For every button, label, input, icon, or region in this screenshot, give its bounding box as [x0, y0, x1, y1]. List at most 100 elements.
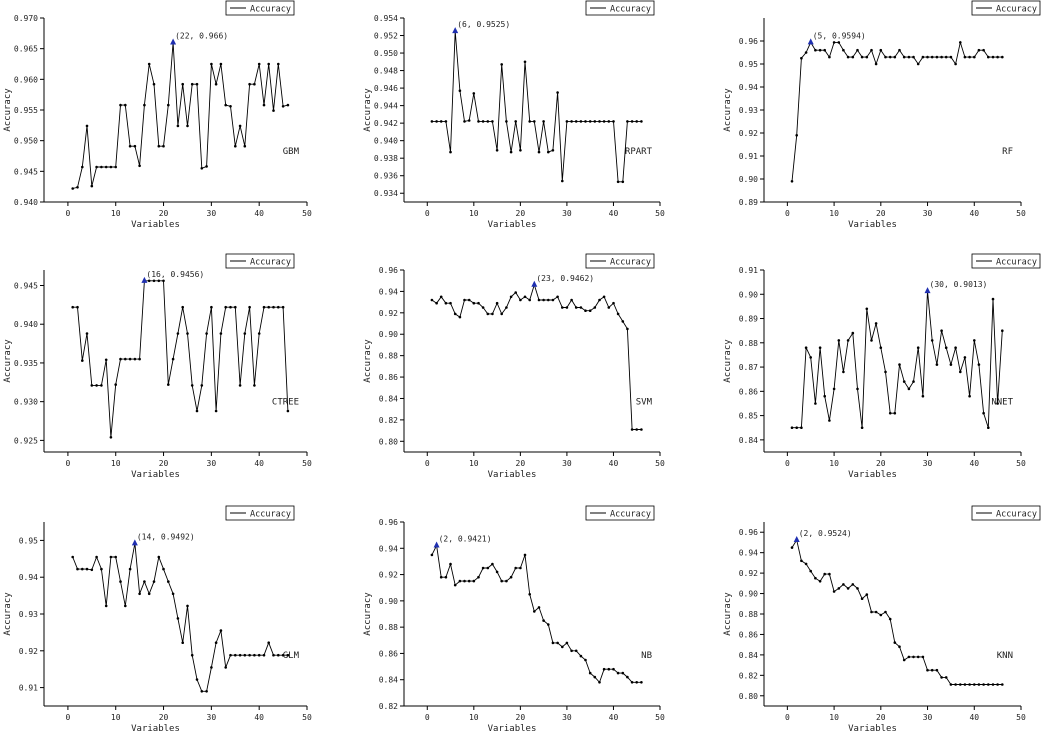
data-point	[570, 120, 573, 123]
x-tick-label: 10	[829, 713, 839, 722]
data-point	[171, 357, 175, 361]
legend-label: Accuracy	[610, 5, 651, 15]
data-point	[138, 357, 141, 361]
data-point	[954, 683, 957, 686]
x-tick-label: 0	[785, 209, 790, 218]
y-tick-label: 0.940	[14, 198, 38, 207]
data-point	[90, 184, 94, 188]
chart-panel-knn: 0 10 20 30 40 50 0.80 0.82 0.84 0.86 0.88 0.90 0.92 0…	[723, 505, 1041, 732]
data-point	[973, 339, 976, 342]
x-tick-label: 0	[785, 713, 790, 722]
data-point	[640, 120, 643, 123]
data-point	[902, 55, 906, 59]
data-point	[626, 327, 629, 331]
data-point	[1001, 683, 1004, 686]
data-point	[907, 655, 911, 659]
y-tick-label: 0.86	[379, 373, 398, 382]
data-point	[248, 305, 251, 309]
data-point	[823, 572, 826, 576]
data-point	[630, 681, 634, 684]
y-tick-label: 0.938	[374, 154, 398, 163]
data-point	[234, 653, 237, 657]
data-point	[514, 291, 517, 294]
data-point	[832, 41, 836, 44]
data-point	[467, 298, 471, 302]
x-tick-label: 20	[516, 209, 526, 218]
data-point	[238, 653, 242, 657]
y-tick-label: 0.95	[19, 536, 38, 545]
data-point	[219, 629, 223, 632]
data-point	[828, 419, 831, 422]
y-axis-label: Accuracy	[723, 592, 733, 636]
y-axis-label: Accuracy	[363, 339, 373, 383]
data-point	[85, 332, 89, 335]
data-point	[884, 370, 887, 374]
x-tick-label: 10	[469, 459, 479, 468]
y-tick-label: 0.935	[14, 359, 38, 368]
data-point	[926, 668, 929, 672]
x-tick-label: 0	[425, 209, 430, 218]
data-point	[959, 41, 962, 44]
data-point	[109, 436, 113, 439]
data-point	[804, 346, 808, 350]
data-point	[561, 645, 564, 649]
data-point	[109, 555, 113, 559]
data-point	[818, 346, 822, 350]
data-point	[935, 55, 939, 59]
data-point	[912, 655, 915, 659]
x-tick-label: 40	[609, 209, 619, 218]
data-point	[195, 82, 199, 86]
model-label: KNN	[997, 651, 1013, 661]
data-point	[519, 566, 522, 570]
data-point	[630, 428, 634, 431]
y-tick-label: 0.86	[739, 630, 758, 639]
data-point	[152, 82, 156, 86]
data-point	[991, 683, 995, 686]
data-point	[832, 590, 836, 593]
max-annotation: (23, 0.9462)	[536, 274, 594, 283]
data-point	[851, 331, 855, 335]
data-point	[514, 120, 517, 123]
data-point	[537, 150, 541, 154]
max-marker-icon	[141, 276, 148, 283]
data-point	[253, 653, 256, 657]
data-point	[186, 124, 189, 128]
data-point	[128, 144, 132, 148]
y-tick-label: 0.95	[739, 60, 758, 69]
data-point	[277, 653, 280, 657]
data-point	[856, 48, 859, 52]
y-tick-label: 0.950	[374, 49, 398, 58]
data-point	[491, 312, 494, 316]
data-point	[435, 301, 438, 305]
x-tick-label: 20	[159, 209, 169, 218]
data-point	[888, 411, 892, 415]
chart-panel-rf: 0 10 20 30 40 50 0.89 0.90 0.91 0.92 0.93 0.94 0.95 0…	[723, 0, 1041, 230]
data-point	[147, 62, 151, 66]
x-axis-label: Variables	[848, 220, 897, 230]
data-point	[248, 653, 251, 657]
data-point	[186, 604, 189, 608]
data-point	[95, 165, 98, 169]
data-point	[828, 55, 831, 59]
data-point	[195, 409, 199, 413]
data-point	[621, 320, 625, 323]
data-point	[214, 641, 218, 644]
data-point	[467, 119, 471, 122]
chart-panel-svm: 0 10 20 30 40 50 0.80 0.82 0.84 0.86 0.88 0.90 0.92 0…	[363, 253, 665, 480]
data-point	[262, 653, 266, 657]
data-point	[842, 583, 845, 586]
data-point	[1001, 329, 1004, 333]
data-point	[795, 134, 798, 137]
data-point	[565, 641, 569, 645]
y-tick-label: 0.950	[14, 137, 38, 146]
x-tick-label: 10	[111, 459, 121, 468]
data-point	[190, 653, 194, 657]
data-point	[444, 301, 448, 305]
data-point	[162, 567, 165, 571]
data-point	[537, 606, 541, 609]
y-tick-label: 0.82	[739, 671, 758, 680]
y-tick-label: 0.936	[374, 172, 398, 181]
data-point	[95, 555, 98, 559]
max-marker-icon	[793, 535, 800, 542]
data-point	[85, 124, 89, 128]
